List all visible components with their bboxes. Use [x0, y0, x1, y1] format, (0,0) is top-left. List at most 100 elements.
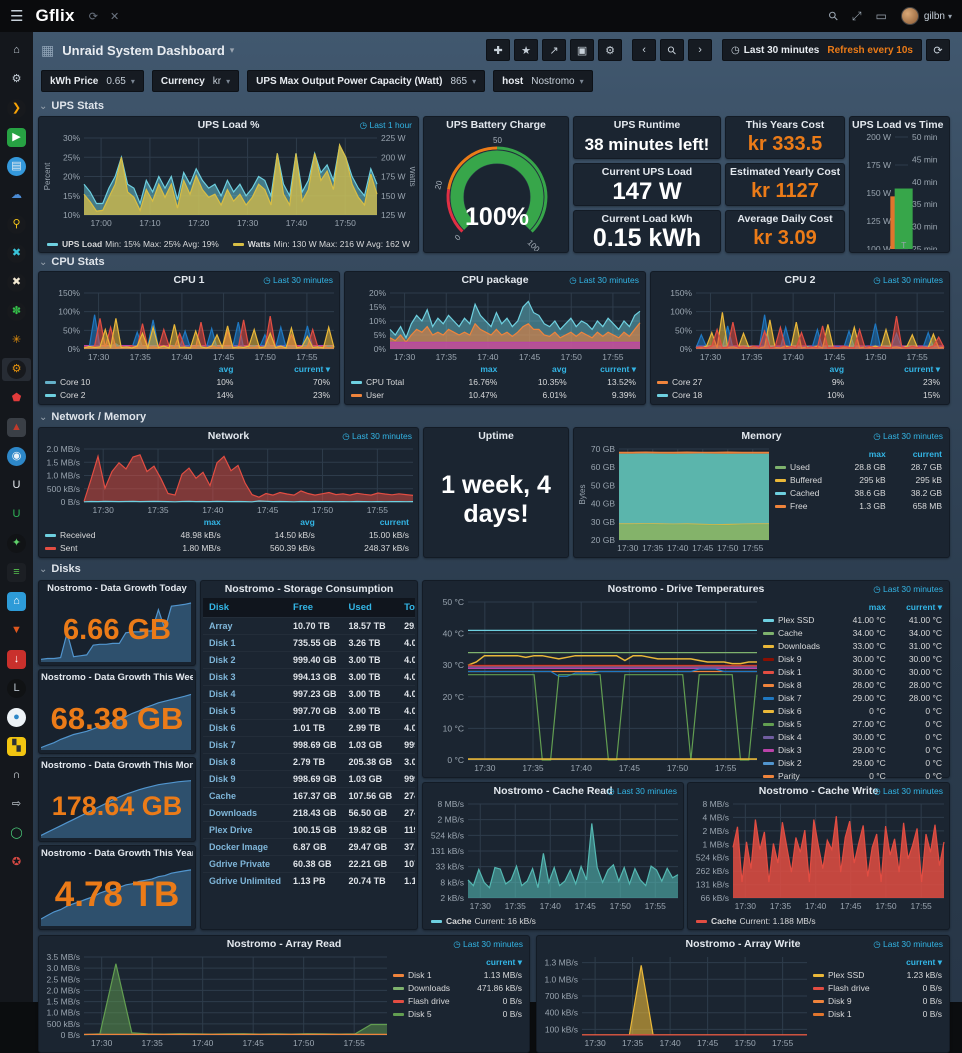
time-picker[interactable]: ◷ Last 30 minutes Refresh every 10s [722, 39, 922, 61]
panel-title[interactable]: Nostromo - Data Growth This Month [41, 760, 193, 771]
refresh-tab-icon[interactable]: ⟳ [89, 10, 98, 23]
time-range-badge[interactable]: ◷ Last 30 minutes [569, 275, 639, 286]
panel-title[interactable]: Nostromo - Data Growth Today [41, 583, 193, 594]
github-app-icon[interactable]: ◯ [2, 822, 31, 845]
gitlab-fox-app-icon[interactable]: ▼ [2, 619, 31, 642]
settings-gear-icon[interactable]: ⚙ [2, 68, 31, 91]
panel-title[interactable]: Uptime [428, 430, 564, 442]
app-brand[interactable]: Gflix [35, 6, 74, 26]
variable-currency[interactable]: Currency kr ▾ [152, 70, 239, 92]
green-ring-app-icon[interactable]: ✽ [2, 300, 31, 323]
dashboard-grid-icon[interactable]: ▦ [41, 42, 54, 59]
time-forward-button[interactable]: › [688, 39, 712, 61]
dashboard-title[interactable]: Unraid System Dashboard [62, 43, 225, 58]
hamburger-menu-icon[interactable]: ☰ [10, 7, 23, 25]
cream-cross-app-icon[interactable]: ✖ [2, 271, 31, 294]
panel-title[interactable]: Estimated Yearly Cost [730, 166, 840, 178]
ubiquiti-app-icon[interactable]: U [2, 474, 31, 497]
panel-title[interactable]: Nostromo - Data Growth This Week [41, 672, 193, 683]
home-icon[interactable]: ⌂ [2, 39, 31, 62]
red-shield-app-icon[interactable]: ⬟ [2, 387, 31, 410]
orange-gear-app-icon[interactable]: ⚙ [2, 358, 31, 381]
panel-title[interactable]: Network [69, 430, 388, 442]
time-range-badge[interactable]: ◷ Last 30 minutes [873, 939, 943, 950]
logout-arrow-icon[interactable]: ⇨ [2, 793, 31, 816]
panel-title[interactable]: Nostromo - Drive Temperatures [453, 583, 919, 595]
time-range-badge[interactable]: ◷ Last 30 minutes [607, 786, 677, 797]
search-icon[interactable]: ⚲ [829, 9, 838, 23]
panel-title[interactable]: Memory [604, 430, 919, 442]
blue-eye-app-icon[interactable]: ◉ [2, 445, 31, 468]
add-panel-button[interactable]: ✚ [486, 39, 510, 61]
user-menu-caret-icon[interactable]: ▾ [948, 12, 952, 21]
zoom-out-button[interactable]: ⚲ [660, 39, 684, 61]
variable-ups-max-output[interactable]: UPS Max Output Power Capacity (Watt) 865… [247, 70, 485, 92]
cast-icon[interactable]: ▭ [876, 9, 887, 23]
red-download-app-icon[interactable]: ↓ [2, 648, 31, 671]
teal-cross-app-icon[interactable]: ✖ [2, 242, 31, 265]
time-range-badge[interactable]: ◷ Last 30 minutes [873, 584, 943, 595]
save-dashboard-button[interactable]: ▣ [570, 39, 594, 61]
section-cpu-stats[interactable]: ⌄CPU Stats [39, 256, 105, 270]
green-u-app-icon[interactable]: U [2, 503, 31, 526]
yellow-sab-app-icon[interactable]: ▚ [2, 735, 31, 758]
time-back-button[interactable]: ‹ [632, 39, 656, 61]
panel-title[interactable]: UPS Load vs Time left [852, 119, 947, 131]
section-ups-stats[interactable]: ⌄UPS Stats [39, 100, 104, 114]
time-range-badge[interactable]: ◷ Last 30 minutes [453, 939, 523, 950]
dashboard-settings-button[interactable]: ⚙ [598, 39, 622, 61]
panel-title[interactable]: Nostromo - Array Write [567, 938, 919, 950]
panel-title[interactable]: This Years Cost [730, 119, 840, 131]
panel-title[interactable]: UPS Battery Charge [428, 119, 564, 131]
green-red-rows-app-icon[interactable]: ≡ [2, 561, 31, 584]
panel-title[interactable]: Current UPS Load [578, 166, 716, 178]
star-dashboard-button[interactable]: ★ [514, 39, 538, 61]
share-dashboard-button[interactable]: ↗ [542, 39, 566, 61]
blue-media-app-icon[interactable]: ▤ [2, 155, 31, 178]
green-play-app-icon[interactable]: ▶ [2, 126, 31, 149]
sushi-bowl-app-icon[interactable]: ✦ [2, 532, 31, 555]
time-range-badge[interactable]: ◷ Last 1 hour [360, 120, 412, 131]
red-wheel-app-icon[interactable]: ✪ [2, 851, 31, 874]
red-triangles-app-icon[interactable]: ▲ [2, 416, 31, 439]
panel-title[interactable]: Nostromo - Storage Consumption [203, 583, 415, 595]
yellow-magnifier-app-icon[interactable]: ⚲ [2, 213, 31, 236]
fullscreen-icon[interactable]: ⤢ [852, 9, 862, 24]
panel-title[interactable]: Nostromo - Data Growth This Year [41, 848, 193, 859]
panel-title[interactable]: Average Daily Cost [730, 213, 840, 225]
orange-nodes-app-icon[interactable]: ✳ [2, 329, 31, 352]
variable-kwh-price[interactable]: kWh Price 0.65 ▾ [41, 70, 144, 92]
jacket-app-icon[interactable]: ∩ [2, 764, 31, 787]
